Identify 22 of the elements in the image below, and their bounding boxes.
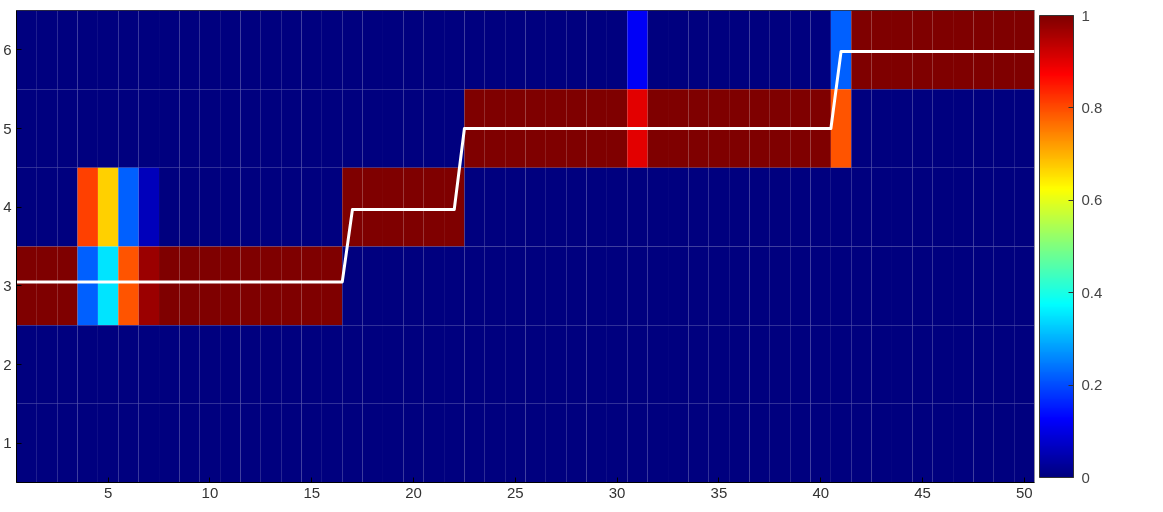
y-tick-label: 1 bbox=[3, 434, 12, 452]
x-tick-label: 50 bbox=[1015, 483, 1033, 501]
color-bar-label: 0.4 bbox=[1081, 283, 1103, 301]
x-tick-label: 40 bbox=[812, 483, 830, 501]
x-tick-label: 15 bbox=[303, 483, 321, 501]
x-tick-label: 45 bbox=[914, 483, 931, 501]
x-tick-label: 10 bbox=[201, 483, 219, 501]
y-tick-label: 6 bbox=[3, 40, 12, 58]
y-tick-label: 5 bbox=[3, 119, 12, 137]
y-tick-label: 3 bbox=[3, 276, 12, 294]
x-tick-label: 5 bbox=[103, 483, 113, 501]
color-bar-label: 0.8 bbox=[1081, 98, 1103, 116]
y-tick-label: 2 bbox=[3, 355, 12, 373]
color-bar-label: 1 bbox=[1081, 6, 1090, 24]
y-tick-label: 4 bbox=[3, 198, 12, 216]
x-tick-label: 20 bbox=[405, 483, 422, 501]
color-bar-label: 0 bbox=[1081, 468, 1090, 486]
x-tick-label: 35 bbox=[710, 483, 728, 501]
color-bar-label: 0.2 bbox=[1081, 376, 1103, 394]
color-bar-label: 0.6 bbox=[1081, 191, 1103, 209]
x-tick-label: 30 bbox=[608, 483, 626, 501]
x-tick-label: 25 bbox=[506, 483, 524, 501]
